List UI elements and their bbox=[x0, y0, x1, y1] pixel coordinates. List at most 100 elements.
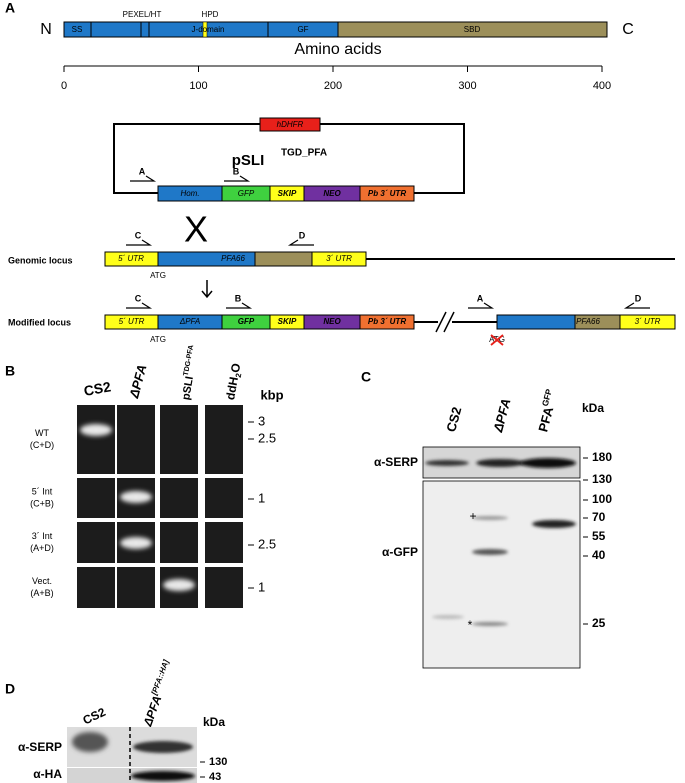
terminus-label: C bbox=[622, 21, 634, 38]
locus-element-label: NEO bbox=[323, 317, 341, 326]
blot-band bbox=[472, 516, 508, 520]
lane-label: ΔPFA[PFA::HA] bbox=[139, 658, 178, 729]
axis-tick-label: 400 bbox=[593, 80, 611, 92]
process-arrow bbox=[201, 280, 213, 299]
locus-element-label: 3´ UTR bbox=[635, 317, 661, 326]
size-label: 2.5 bbox=[258, 430, 276, 445]
gel-lane bbox=[205, 522, 243, 563]
locus-element-label: SKIP bbox=[278, 317, 297, 326]
lane-label: ddH2O bbox=[223, 362, 245, 401]
motif-label: HPD bbox=[202, 10, 219, 19]
blot-band bbox=[432, 615, 464, 619]
lane-label: CS2 bbox=[81, 705, 108, 728]
antibody-label: α-SERP bbox=[374, 455, 418, 469]
marker-box bbox=[259, 117, 321, 132]
band-annotation: + bbox=[469, 509, 476, 523]
axis-tick-label: 0 bbox=[61, 80, 67, 92]
lane-label-text: ddH bbox=[223, 376, 241, 401]
primer-label: D bbox=[299, 230, 306, 240]
size-label: 1 bbox=[258, 579, 265, 594]
lane-label-text: PFA bbox=[536, 405, 557, 434]
lane-label: ΔPFA bbox=[126, 363, 150, 401]
gel-lane bbox=[205, 478, 243, 518]
blot-band bbox=[133, 741, 193, 753]
gel-band bbox=[80, 424, 112, 436]
lane-label: ΔPFA bbox=[490, 397, 514, 435]
unit-label: kbp bbox=[260, 387, 283, 402]
band-annotation: * bbox=[468, 618, 473, 632]
primer-arrow bbox=[126, 239, 153, 246]
size-label: 1 bbox=[258, 490, 265, 505]
primer-arrow bbox=[287, 239, 314, 246]
gel-lane bbox=[205, 405, 243, 474]
blot-band bbox=[131, 771, 195, 781]
gel-lane bbox=[77, 567, 115, 608]
start-codon: ATG bbox=[150, 271, 166, 280]
gel-row-primers: (A+D) bbox=[30, 543, 54, 553]
locus-element-label: 5´ UTR bbox=[118, 254, 144, 263]
marker-label: 70 bbox=[592, 510, 606, 524]
locus-label: Genomic locus bbox=[8, 255, 73, 265]
lane-label: CS2 bbox=[444, 405, 465, 433]
blot-band bbox=[472, 549, 508, 555]
locus-element bbox=[311, 251, 367, 267]
lane-label-text: ΔPFA bbox=[140, 694, 164, 729]
blot-band bbox=[532, 520, 576, 528]
lane-label-text: CS2 bbox=[82, 378, 112, 399]
panel-label: C bbox=[361, 369, 371, 385]
locus-element bbox=[359, 314, 415, 330]
primer-arrow bbox=[126, 302, 153, 309]
marker-label: 180 bbox=[592, 450, 612, 464]
motif-label: PEXEL/HT bbox=[123, 10, 162, 19]
marker-label: 25 bbox=[592, 616, 606, 630]
start-codon: ATG bbox=[150, 335, 166, 344]
construct-label: SKIP bbox=[278, 189, 297, 198]
plasmid-name-superscript: TGD_PFA bbox=[281, 148, 327, 159]
primer-arrow bbox=[468, 302, 495, 309]
construct-label: Pb 3´ UTR bbox=[368, 189, 406, 198]
blot-band bbox=[476, 459, 524, 467]
locus-element-label: 3´ UTR bbox=[326, 254, 352, 263]
gel-lane bbox=[117, 405, 155, 474]
lane-label-text: pSLI bbox=[180, 375, 196, 401]
locus-element-label: GFP bbox=[238, 317, 255, 326]
gel-lane bbox=[117, 567, 155, 608]
primer-arrow bbox=[224, 175, 251, 182]
axis-tick-label: 200 bbox=[324, 80, 342, 92]
lane-label-text: CS2 bbox=[81, 705, 108, 728]
lane-label-text: ΔPFA bbox=[126, 363, 150, 401]
lane-label-text: ΔPFA bbox=[490, 397, 514, 435]
locus-element-label: PFA66 bbox=[576, 317, 600, 326]
locus-element-label: ΔPFA bbox=[179, 317, 200, 326]
primer-arrow bbox=[130, 175, 157, 182]
unit-label: kDa bbox=[203, 715, 225, 729]
primer-arrow bbox=[226, 302, 253, 309]
gel-lane bbox=[160, 522, 198, 563]
break-mark bbox=[435, 311, 447, 333]
lane-label: PFAGFP bbox=[533, 388, 561, 434]
construct-label: GFP bbox=[238, 189, 255, 198]
hpd-motif bbox=[202, 21, 208, 38]
gel-row-label: Vect. bbox=[32, 576, 52, 586]
marker-label: 43 bbox=[209, 771, 221, 783]
primer-label: A bbox=[477, 293, 484, 303]
lane-label-superscript: GFP bbox=[540, 388, 554, 408]
blot-band bbox=[472, 622, 508, 626]
primer-label: C bbox=[135, 293, 142, 303]
gel-band bbox=[163, 579, 195, 591]
antibody-label: α-HA bbox=[33, 767, 62, 781]
marker-label: 130 bbox=[209, 756, 227, 768]
primer-label: A bbox=[139, 166, 146, 176]
domain-bar bbox=[337, 21, 608, 38]
locus-element-label: Pb 3´ UTR bbox=[368, 317, 406, 326]
panel-label: B bbox=[5, 363, 15, 379]
antibody-label: α-SERP bbox=[18, 740, 62, 754]
lane-label: pSLITDG-PFA bbox=[178, 344, 202, 401]
domain-label: GF bbox=[297, 25, 308, 34]
plasmid-name: pSLI bbox=[232, 152, 265, 169]
locus-element bbox=[496, 314, 576, 330]
domain-label: SS bbox=[72, 25, 83, 34]
construct-label: Hom. bbox=[180, 189, 199, 198]
